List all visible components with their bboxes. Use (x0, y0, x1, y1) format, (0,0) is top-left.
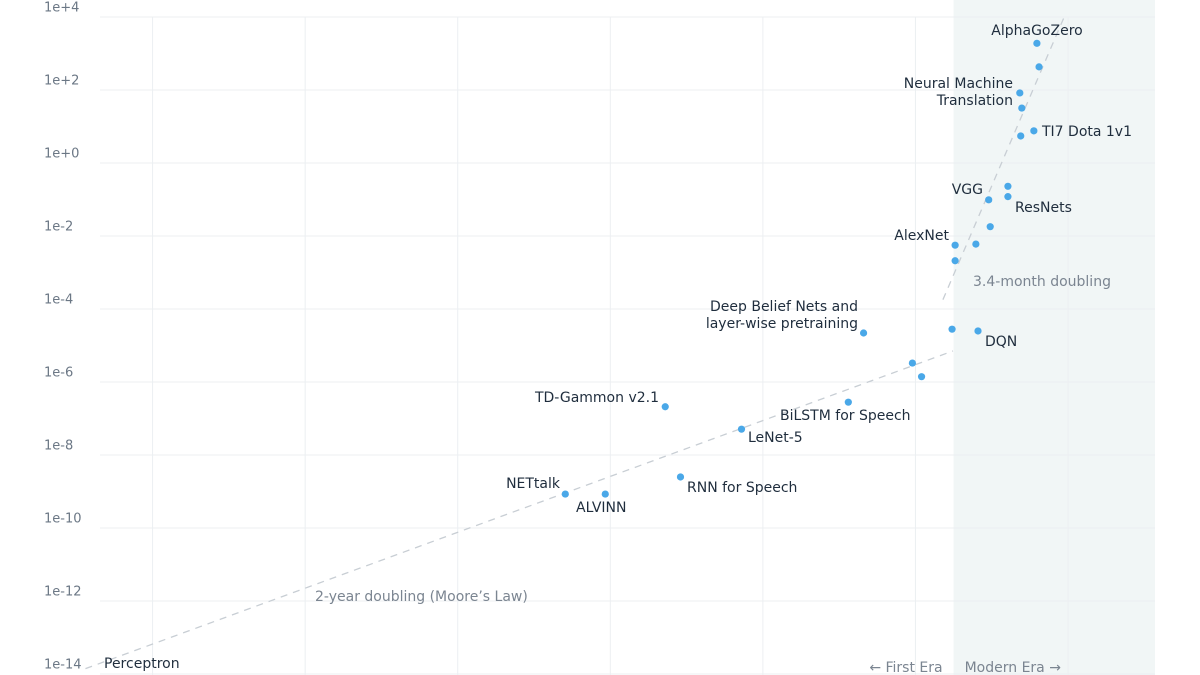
trend-line (85, 350, 954, 670)
data-point (1004, 182, 1012, 190)
data-point (676, 473, 685, 481)
data-point (1035, 63, 1043, 71)
data-point (859, 329, 868, 337)
y-tick-label: 1e-10 (44, 512, 82, 527)
data-point (1030, 127, 1038, 135)
y-tick-label: 1e-12 (44, 585, 82, 600)
data-point (974, 327, 982, 335)
point-label: Perceptron (104, 656, 180, 672)
point-label: TI7 Dota 1v1 (1041, 124, 1132, 140)
data-point (972, 240, 980, 248)
y-tick-label: 1e+0 (44, 147, 79, 162)
data-point (844, 398, 852, 406)
data-point (917, 373, 926, 381)
y-tick-label: 1e-14 (44, 658, 82, 673)
data-point (561, 490, 569, 498)
data-point (661, 403, 669, 411)
point-label: Deep Belief Nets and (710, 299, 858, 315)
point-label: AlexNet (894, 228, 949, 244)
y-tick-label: 1e-2 (44, 220, 73, 235)
era-label: Modern Era → (965, 660, 1062, 675)
point-label: TD-Gammon v2.1 (534, 390, 659, 406)
data-point (1017, 132, 1025, 140)
point-label: ResNets (1015, 200, 1072, 216)
y-tick-label: 1e-8 (44, 439, 73, 454)
point-label: Neural Machine (904, 76, 1013, 92)
data-point (737, 425, 746, 433)
modern-era-region (953, 0, 1155, 675)
data-point (1004, 193, 1012, 201)
point-label: NETtalk (506, 476, 561, 492)
y-tick-label: 1e+2 (44, 74, 79, 89)
point-label: layer-wise pretraining (706, 316, 858, 332)
data-point (985, 196, 993, 204)
y-tick-label: 1e-6 (44, 366, 73, 381)
trend-label: 3.4-month doubling (973, 274, 1111, 290)
data-point (1033, 39, 1041, 47)
point-label: ALVINN (576, 500, 627, 516)
data-point (948, 325, 956, 333)
data-point (1018, 104, 1026, 112)
point-label: RNN for Speech (687, 480, 797, 496)
era-label: ← First Era (869, 660, 942, 675)
point-label: DQN (985, 334, 1017, 350)
data-point (951, 257, 959, 265)
data-point (1016, 89, 1024, 97)
point-label: Translation (936, 93, 1013, 109)
point-label: LeNet-5 (748, 430, 803, 446)
data-point (951, 241, 959, 249)
data-point (601, 490, 609, 498)
point-label: AlphaGoZero (991, 23, 1082, 39)
point-label: BiLSTM for Speech (780, 408, 911, 424)
y-tick-label: 1e-4 (44, 293, 73, 308)
point-label: VGG (952, 182, 983, 198)
trend-label: 2-year doubling (Moore’s Law) (315, 589, 528, 605)
data-point (986, 223, 994, 231)
data-point (908, 359, 917, 367)
y-tick-label: 1e+4 (44, 1, 79, 16)
